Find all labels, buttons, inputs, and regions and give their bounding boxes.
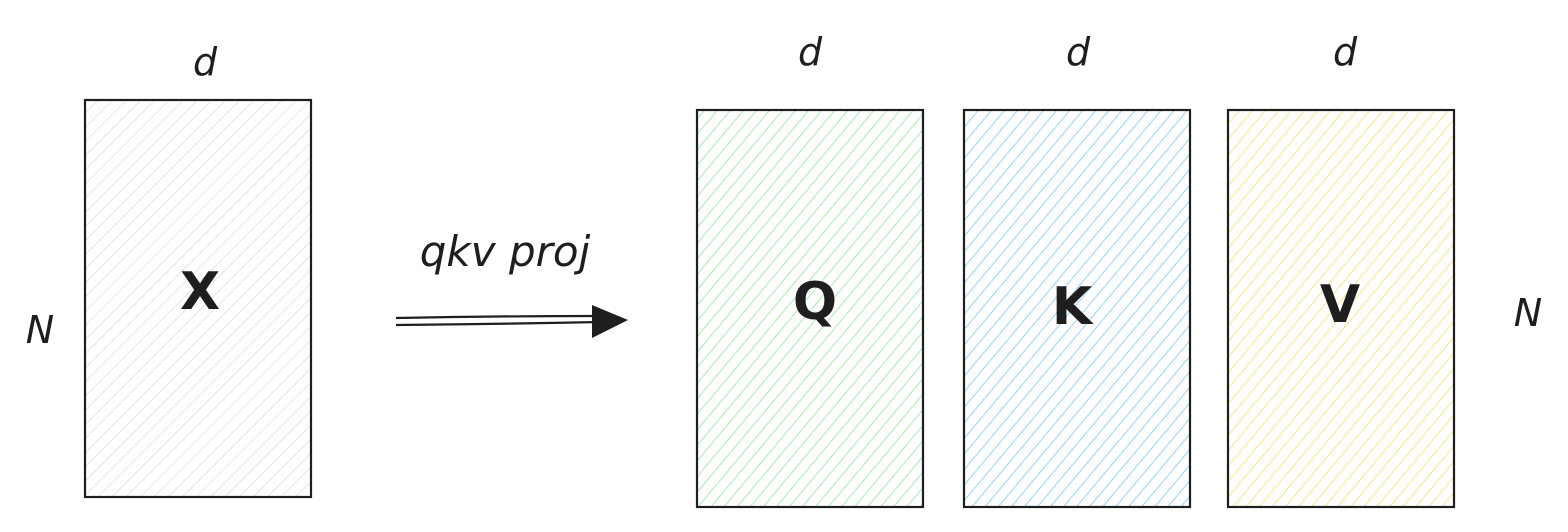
matrix-v-label: V <box>1319 275 1361 335</box>
q-width-label: d <box>797 30 823 74</box>
v-width-label: d <box>1332 30 1358 74</box>
k-width-label: d <box>1065 30 1091 74</box>
qkv-projection-arrow <box>395 305 628 338</box>
matrix-v <box>1226 108 1456 509</box>
arrowhead-icon <box>592 305 628 338</box>
matrix-x <box>83 98 313 499</box>
output-height-label: N <box>1513 291 1543 335</box>
arrow-label: qkv proj <box>419 227 591 276</box>
matrix-q-label: Q <box>792 272 838 332</box>
matrix-k-label: K <box>1051 277 1093 337</box>
matrix-x-label: X <box>179 262 221 322</box>
matrix-q <box>695 108 925 509</box>
x-width-label: d <box>192 40 218 84</box>
x-height-label: N <box>25 308 55 352</box>
matrix-k <box>962 108 1192 509</box>
